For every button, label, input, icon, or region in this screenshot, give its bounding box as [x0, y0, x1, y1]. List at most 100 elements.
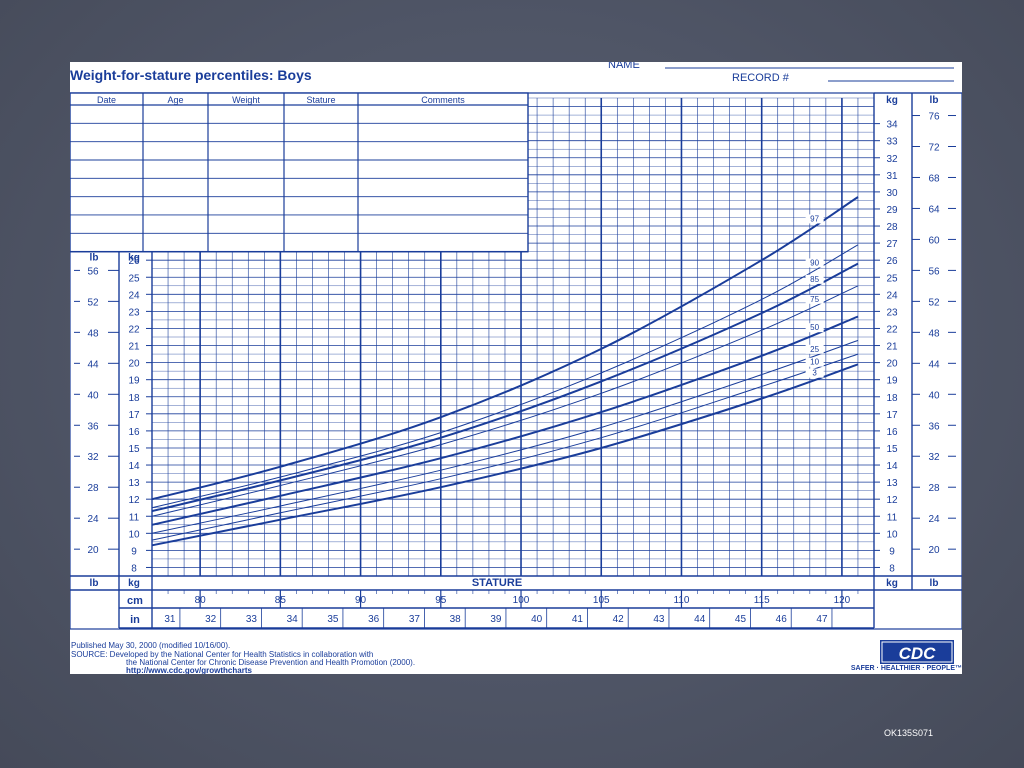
percentile-label-25: 25 [810, 345, 819, 354]
left-kg-tick-label: 15 [128, 444, 140, 455]
record-label: RECORD # [732, 72, 790, 84]
left-kg-tick-label: 8 [131, 563, 137, 574]
record-table: Date Age Weight Stature Comments [70, 92, 529, 253]
left-kg-unit-top: kg [128, 253, 140, 264]
cm-tick-label: 115 [754, 595, 770, 606]
right-kg-tick-label: 18 [886, 393, 898, 404]
percentile-label-85: 85 [810, 275, 819, 284]
percentile-label-10: 10 [810, 358, 819, 367]
right-lb-tick-label: 20 [928, 545, 940, 556]
percentile-label-bg [805, 214, 824, 224]
source-line-2: the National Center for Chronic Disease … [126, 658, 415, 667]
record-table-frame [70, 92, 529, 253]
right-kg-tick-label: 26 [886, 256, 898, 267]
percentile-label-bg [805, 323, 824, 333]
record-table-header: Age [167, 95, 183, 105]
slide-id: OK135S071 [884, 728, 934, 738]
record-table-header: Weight [232, 95, 260, 105]
right-lb-tick-label: 48 [928, 328, 940, 339]
percentile-label-bg [805, 344, 824, 354]
left-lb-tick-label: 56 [87, 266, 99, 277]
right-kg-tick-label: 16 [886, 427, 898, 438]
percentile-label-bg [805, 368, 824, 378]
percentile-curve-90 [151, 244, 859, 509]
left-kg-tick-label: 12 [128, 495, 140, 506]
percentile-curve-10 [151, 353, 859, 541]
right-kg-tick-label: 21 [886, 342, 898, 353]
right-kg-tick-label: 33 [886, 137, 898, 148]
cdc-tagline: SAFER · HEALTHIER · PEOPLE™ [851, 665, 962, 672]
percentile-curves: 97 90 85 75 50 25 10 3 [151, 196, 859, 547]
left-kg-tick-label: 10 [128, 529, 140, 540]
right-kg-unit-bottom: kg [886, 578, 898, 589]
source-line-1: SOURCE: Developed by the National Center… [71, 650, 373, 659]
right-lb-tick-label: 72 [928, 143, 940, 154]
percentile-curve-85 [151, 262, 859, 513]
growth-chart-sheet: Weight-for-stature percentiles: Boys NAM… [70, 62, 962, 674]
cm-tick-label: 95 [435, 595, 447, 606]
in-unit-label: in [130, 614, 140, 626]
cdc-logo: CDC [880, 640, 954, 664]
left-kg-tick-label: 11 [129, 512, 140, 523]
right-lb-tick-label: 36 [928, 421, 940, 432]
growthcharts-link[interactable]: http://www.cdc.gov/growthcharts [126, 666, 252, 674]
right-kg-tick-label: 19 [886, 376, 898, 387]
in-tick-label: 36 [368, 614, 380, 625]
right-kg-tick-label: 25 [886, 273, 898, 284]
left-lb-unit-bottom: lb [90, 578, 99, 589]
x-axis-title: STATURE [472, 577, 522, 589]
left-kg-tick-label: 17 [128, 410, 140, 421]
cm-tick-label: 90 [355, 595, 367, 606]
right-lb-tick-label: 64 [928, 204, 940, 215]
right-kg-tick-label: 9 [889, 546, 895, 557]
record-table-header: Date [97, 95, 116, 105]
in-tick-label: 44 [694, 614, 706, 625]
percentile-curve-97 [151, 196, 859, 501]
percentile-label-bg [805, 357, 824, 367]
left-kg-tick-label: 18 [128, 393, 140, 404]
in-tick-label: 46 [776, 614, 788, 625]
chart-title: Weight-for-stature percentiles: Boys [70, 67, 312, 83]
name-label: NAME [608, 62, 640, 71]
left-lb-tick-label: 28 [87, 483, 99, 494]
chart-grid [151, 97, 875, 577]
right-kg-tick-label: 31 [886, 171, 898, 182]
right-kg-tick-label: 30 [886, 188, 898, 199]
published-note: Published May 30, 2000 (modified 10/16/0… [71, 641, 230, 650]
cm-tick-label: 110 [673, 595, 689, 606]
record-table-header: Stature [306, 95, 335, 105]
in-tick-label: 47 [816, 614, 828, 625]
cm-tick-label: 80 [195, 595, 207, 606]
left-kg-tick-label: 22 [128, 324, 140, 335]
left-kg-tick-label: 24 [128, 290, 140, 301]
left-lb-tick-label: 24 [87, 514, 99, 525]
in-tick-label: 38 [450, 614, 462, 625]
right-kg-tick-label: 12 [886, 495, 898, 506]
in-tick-label: 45 [735, 614, 747, 625]
in-tick-label: 32 [205, 614, 217, 625]
right-kg-tick-label: 34 [886, 120, 898, 131]
left-kg-tick-label: 20 [128, 359, 140, 370]
right-lb-tick-label: 56 [928, 266, 940, 277]
right-kg-tick-label: 10 [886, 529, 898, 540]
right-lb-tick-label: 60 [928, 235, 940, 246]
right-lb-tick-label: 32 [928, 452, 940, 463]
percentile-label-bg [805, 258, 824, 268]
cm-tick-label: 105 [593, 595, 610, 606]
left-lb-tick-label: 40 [87, 390, 99, 401]
right-kg-tick-label: 13 [886, 478, 898, 489]
percentile-label-3: 3 [812, 369, 817, 378]
in-tick-label: 43 [653, 614, 665, 625]
left-kg-tick-label: 25 [128, 273, 140, 284]
right-lb-tick-label: 28 [928, 483, 940, 494]
in-tick-label: 39 [490, 614, 502, 625]
weight-for-stature-chart: Weight-for-stature percentiles: Boys NAM… [70, 62, 962, 674]
percentile-curve-3 [151, 363, 859, 547]
right-lb-tick-label: 76 [928, 112, 940, 123]
right-lb-tick-label: 52 [928, 297, 940, 308]
left-kg-tick-label: 9 [131, 546, 137, 557]
percentile-curve-25 [151, 339, 859, 534]
right-kg-tick-label: 14 [886, 461, 898, 472]
right-kg-tick-label: 11 [887, 512, 898, 523]
in-tick-label: 41 [572, 614, 584, 625]
